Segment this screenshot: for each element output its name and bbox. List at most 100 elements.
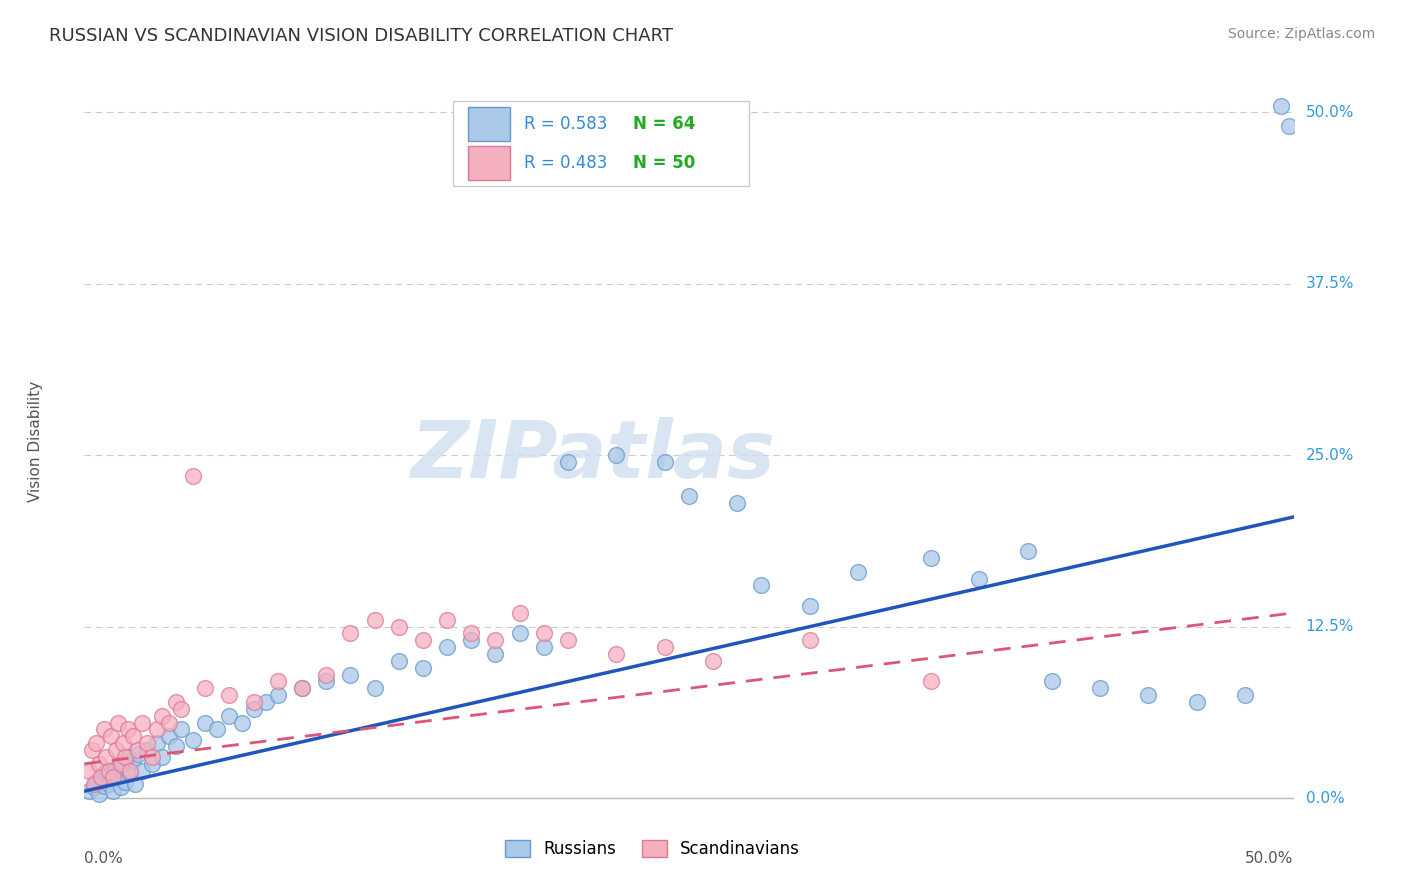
Point	[120, 764, 142, 778]
Point	[104, 743, 127, 757]
Point	[131, 764, 153, 778]
Point	[533, 626, 555, 640]
Point	[436, 640, 458, 655]
Point	[267, 688, 290, 702]
Point	[207, 723, 229, 737]
Point	[218, 708, 240, 723]
Point	[460, 626, 482, 640]
Point	[799, 599, 821, 613]
Point	[90, 771, 112, 785]
Point	[131, 715, 153, 730]
Point	[87, 787, 110, 801]
Point	[242, 702, 264, 716]
Point	[93, 779, 115, 793]
Point	[291, 681, 314, 696]
Point	[90, 771, 112, 785]
Point	[315, 667, 337, 681]
Point	[1017, 544, 1039, 558]
Point	[157, 729, 180, 743]
Point	[181, 468, 204, 483]
Point	[141, 750, 163, 764]
Point	[1088, 681, 1111, 696]
Point	[678, 489, 700, 503]
Point	[117, 750, 139, 764]
Point	[127, 743, 149, 757]
Text: 25.0%: 25.0%	[1306, 448, 1354, 463]
Text: R = 0.483: R = 0.483	[524, 154, 607, 172]
Point	[460, 633, 482, 648]
Point	[291, 681, 314, 696]
Point	[100, 729, 122, 743]
Point	[110, 780, 132, 794]
Text: N = 64: N = 64	[633, 115, 696, 133]
Point	[967, 572, 990, 586]
Point	[150, 708, 173, 723]
Point	[388, 654, 411, 668]
Point	[1137, 688, 1160, 702]
Point	[846, 565, 869, 579]
Text: 0.0%: 0.0%	[1306, 790, 1344, 805]
Point	[339, 626, 361, 640]
Point	[557, 633, 579, 648]
Point	[114, 750, 136, 764]
Point	[315, 674, 337, 689]
Point	[920, 674, 942, 689]
Point	[509, 606, 531, 620]
Point	[112, 756, 135, 771]
Text: R = 0.583: R = 0.583	[524, 115, 607, 133]
Point	[94, 750, 117, 764]
Point	[231, 715, 253, 730]
Point	[702, 654, 724, 668]
Point	[654, 455, 676, 469]
Point	[218, 688, 240, 702]
Point	[412, 661, 434, 675]
Point	[87, 756, 110, 771]
Point	[157, 715, 180, 730]
Point	[165, 695, 187, 709]
Point	[170, 723, 193, 737]
Point	[136, 743, 159, 757]
Point	[484, 647, 506, 661]
Point	[254, 695, 277, 709]
Point	[97, 764, 120, 778]
Point	[127, 747, 149, 761]
Point	[94, 764, 117, 778]
Point	[799, 633, 821, 648]
Point	[920, 551, 942, 566]
Bar	[468, 107, 510, 141]
Point	[97, 777, 120, 791]
Point	[150, 750, 173, 764]
Point	[117, 723, 139, 737]
Point	[388, 620, 411, 634]
Point	[194, 715, 217, 730]
Point	[141, 756, 163, 771]
Point	[77, 784, 100, 798]
Point	[83, 780, 105, 794]
Point	[100, 766, 122, 780]
Point	[165, 739, 187, 753]
Point	[267, 674, 290, 689]
Point	[121, 729, 143, 743]
Point	[80, 743, 103, 757]
Text: Vision Disability: Vision Disability	[28, 381, 44, 502]
Point	[121, 753, 143, 767]
Point	[1278, 119, 1301, 133]
Legend: Russians, Scandinavians: Russians, Scandinavians	[498, 831, 808, 866]
Point	[557, 455, 579, 469]
Point	[412, 633, 434, 648]
Point	[533, 640, 555, 655]
Point	[86, 774, 108, 789]
Point	[242, 695, 264, 709]
Point	[114, 774, 136, 789]
Point	[1234, 688, 1257, 702]
Point	[104, 761, 127, 775]
Point	[509, 626, 531, 640]
Bar	[468, 146, 510, 180]
FancyBboxPatch shape	[453, 101, 749, 186]
Text: 37.5%: 37.5%	[1306, 277, 1354, 292]
Point	[93, 723, 115, 737]
Point	[120, 766, 142, 780]
Text: Source: ZipAtlas.com: Source: ZipAtlas.com	[1227, 27, 1375, 41]
Point	[605, 448, 627, 462]
Point	[181, 733, 204, 747]
